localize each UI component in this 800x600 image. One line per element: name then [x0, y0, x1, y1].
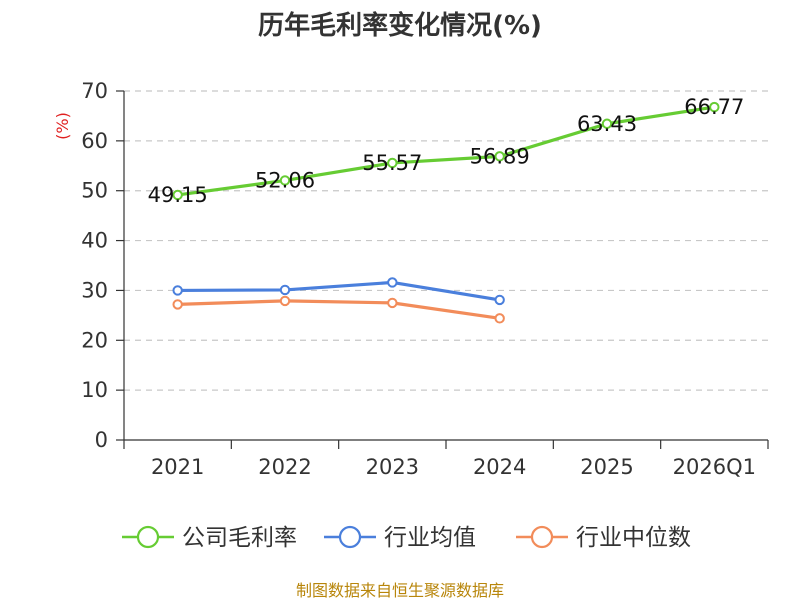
y-tick-label: 20 — [81, 328, 108, 352]
source-note: 制图数据来自恒生聚源数据库 — [296, 581, 504, 600]
y-tick-label: 10 — [81, 378, 108, 402]
legend-label: 行业中位数 — [576, 525, 691, 551]
legend-label: 公司毛利率 — [182, 525, 297, 551]
data-label: 52.06 — [255, 168, 315, 192]
y-tick-label: 70 — [81, 79, 108, 103]
data-point — [709, 101, 720, 113]
gridlines — [124, 90, 768, 391]
data-label: 55.57 — [362, 151, 422, 175]
legend-label: 行业均值 — [384, 525, 476, 551]
data-label: 49.15 — [148, 183, 208, 207]
x-tick-label: 2021 — [151, 455, 204, 479]
chart-title: 历年毛利率变化情况(%) — [258, 10, 542, 41]
data-labels: 49.15 52.06 55.57 56.89 63.43 66.77 — [148, 95, 745, 207]
legend: 公司毛利率 行业均值 行业中位数 — [122, 525, 691, 551]
series-line-1 — [177, 280, 500, 302]
data-point — [172, 285, 183, 296]
data-point — [494, 151, 505, 162]
data-point — [279, 175, 291, 186]
data-label: 56.89 — [470, 144, 530, 168]
data-point — [172, 189, 183, 201]
data-point — [172, 299, 183, 310]
axes — [123, 91, 768, 441]
data-point — [387, 277, 398, 288]
data-point — [279, 295, 291, 307]
y-tick-label: 60 — [81, 129, 108, 153]
x-tick-label: 2025 — [580, 455, 633, 479]
y-tick-label: 30 — [81, 278, 108, 302]
data-point — [387, 157, 398, 169]
y-tick-label: 0 — [95, 428, 108, 452]
data-point — [601, 118, 613, 129]
legend-marker — [338, 525, 362, 549]
x-tick-label: 2023 — [366, 455, 419, 479]
series-lines — [172, 101, 720, 324]
x-axis-ticks: 2021 2022 2023 2024 2025 2026Q1 — [123, 440, 769, 479]
x-tick-label: 2024 — [473, 455, 526, 479]
data-point — [494, 294, 505, 306]
legend-marker — [530, 525, 554, 549]
y-axis-unit: (%) — [53, 112, 72, 140]
series-line-0 — [177, 105, 715, 197]
data-point — [279, 284, 291, 296]
y-tick-label: 50 — [81, 179, 108, 203]
x-tick-label: 2022 — [258, 455, 311, 479]
data-label: 63.43 — [577, 112, 637, 136]
y-axis-ticks: 0 10 20 30 40 50 60 70 — [81, 79, 124, 452]
data-point — [387, 297, 398, 309]
series-line-2 — [177, 299, 500, 320]
data-point — [494, 313, 505, 324]
data-label: 66.77 — [684, 95, 744, 119]
y-tick-label: 40 — [81, 229, 108, 253]
legend-marker — [136, 525, 160, 549]
x-tick-label: 2026Q1 — [673, 455, 756, 479]
